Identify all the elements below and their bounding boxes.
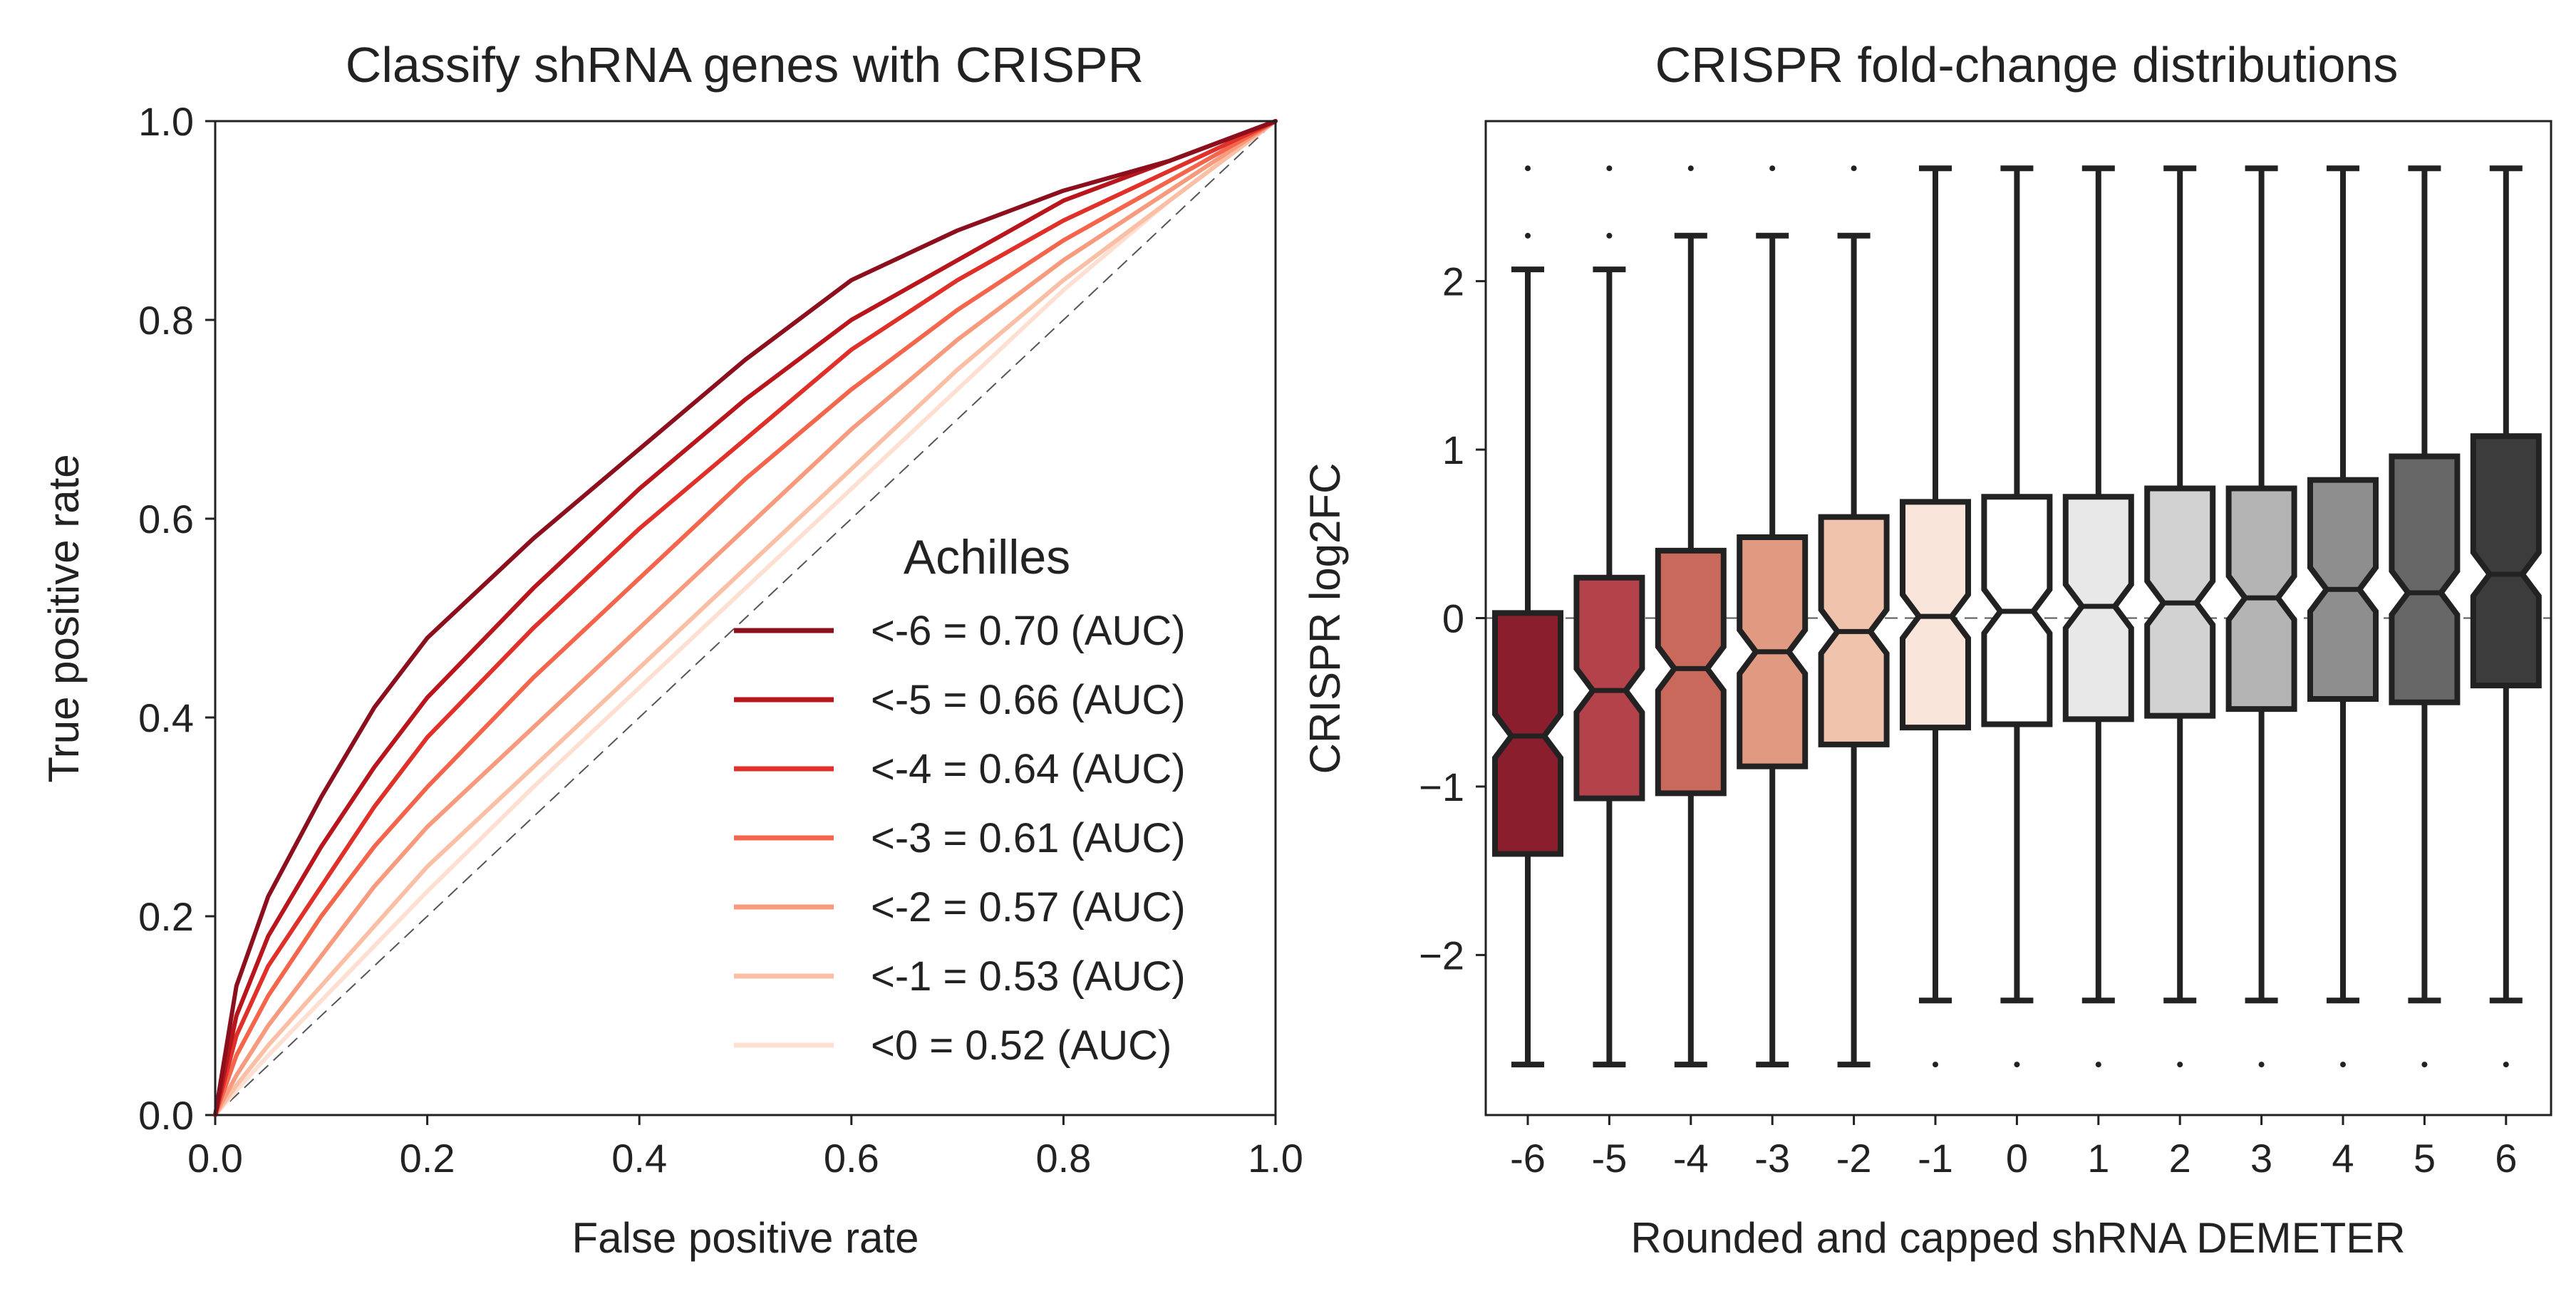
box-flier (1933, 1062, 1938, 1068)
box-6 (2470, 165, 2542, 1068)
box-flier (1525, 232, 1531, 239)
box-body (1655, 547, 1727, 797)
boxplot-chart: CRISPR fold-change distributions −2 −1 0 1 2… (1301, 37, 2552, 1262)
box-flier (2258, 1062, 2265, 1068)
box-flier (1606, 165, 1613, 172)
roc-y-tick-label: 0.6 (138, 497, 194, 541)
roc-series-line (213, 119, 1278, 1117)
box-x-tick-label: -4 (1673, 1136, 1709, 1181)
box--4 (1655, 165, 1727, 1068)
box-x-tick-label: -5 (1592, 1136, 1628, 1181)
box-flier (2177, 1062, 2183, 1068)
legend-title: Achilles (904, 530, 1070, 584)
box-flier (2503, 1062, 2509, 1068)
box-flier (2014, 1062, 2020, 1068)
legend-entry-label: <-3 = 0.61 (AUC) (871, 815, 1186, 861)
box-x-tick-label: 5 (2414, 1136, 2436, 1181)
box-flier (1525, 165, 1531, 172)
box-marks (1492, 165, 2542, 1068)
box-5 (2389, 165, 2461, 1068)
box-flier (1851, 165, 1857, 172)
box-1 (2062, 165, 2134, 1068)
roc-y-tick-label: 0.8 (138, 298, 194, 343)
legend-entry-label: <-6 = 0.70 (AUC) (871, 608, 1186, 654)
box-flier (2421, 1062, 2428, 1068)
box-x-tick-label: 4 (2332, 1136, 2354, 1181)
roc-x-tick-label: 0.4 (611, 1136, 667, 1181)
box-x-tick-label: 1 (2087, 1136, 2109, 1181)
box--1 (1900, 165, 1971, 1068)
box--6 (1492, 165, 1563, 1068)
box-y-tick-label: −2 (1419, 933, 1464, 978)
box-0 (1981, 165, 2053, 1068)
roc-series-line (213, 119, 1278, 1117)
roc-legend: Achilles <-6 = 0.70 (AUC) <-5 = 0.66 (AUC… (734, 530, 1186, 1069)
roc-chart: Classify shRNA genes with CRISPR 0.0 0.2 0… (40, 37, 1303, 1262)
box-y-tick-label: 0 (1442, 596, 1464, 641)
box-axis-ticks: −2 −1 0 1 2 -6 -5 -4 -3 -2 -1 0 1 2 3 4 5 6 (1419, 259, 2517, 1181)
box-plot-frame (1484, 120, 2552, 1116)
roc-x-tick-label: 0.8 (1035, 1136, 1091, 1181)
legend-entry-label: <-4 = 0.64 (AUC) (871, 746, 1186, 792)
roc-x-tick-label: 0.6 (824, 1136, 879, 1181)
legend-entry-label: <-2 = 0.57 (AUC) (871, 884, 1186, 931)
roc-x-axis-label: False positive rate (572, 1214, 919, 1262)
box-4 (2307, 165, 2379, 1068)
box-body (2470, 433, 2542, 689)
box-2 (2144, 165, 2216, 1068)
box-flier (2340, 1062, 2346, 1068)
box-body (1573, 574, 1645, 802)
legend-entry-label: <-1 = 0.53 (AUC) (871, 953, 1186, 1000)
legend-entry-label: <-5 = 0.66 (AUC) (871, 677, 1186, 723)
roc-series-lines (213, 119, 1278, 1117)
roc-series-line (213, 119, 1278, 1117)
box-x-tick-label: 6 (2495, 1136, 2517, 1181)
box-flier (1769, 165, 1776, 172)
box-flier (1687, 165, 1694, 172)
box-x-tick-label: 0 (2006, 1136, 2028, 1181)
roc-title: Classify shRNA genes with CRISPR (346, 37, 1144, 93)
roc-y-tick-label: 0.0 (138, 1093, 194, 1138)
box--3 (1737, 165, 1809, 1068)
box-y-tick-label: −1 (1419, 764, 1464, 809)
roc-series-line (213, 119, 1278, 1117)
roc-y-axis-label: True positive rate (40, 454, 88, 782)
roc-y-tick-label: 0.4 (138, 695, 194, 740)
roc-y-tick-label: 1.0 (138, 99, 194, 144)
box--5 (1573, 165, 1645, 1068)
box-y-tick-label: 1 (1442, 427, 1464, 472)
box-x-tick-label: -3 (1754, 1136, 1790, 1181)
roc-x-tick-label: 1.0 (1248, 1136, 1303, 1181)
roc-y-tick-label: 0.2 (138, 894, 194, 939)
box-x-tick-label: 2 (2169, 1136, 2191, 1181)
roc-axis-ticks: 0.0 0.2 0.4 0.6 0.8 1.0 0.0 0.2 0.4 0.6 0.8 1.0 (138, 99, 1303, 1181)
box-x-tick-label: -2 (1836, 1136, 1872, 1181)
box-x-tick-label: -1 (1918, 1136, 1953, 1181)
box-body (1492, 610, 1563, 857)
box-body (2389, 453, 2461, 705)
roc-diagonal-reference (214, 120, 1276, 1116)
box-x-tick-label: 3 (2250, 1136, 2272, 1181)
box-x-tick-label: -6 (1510, 1136, 1546, 1181)
box--2 (1818, 165, 1890, 1068)
box-y-tick-label: 2 (1442, 259, 1464, 304)
roc-x-tick-label: 0.2 (400, 1136, 455, 1181)
roc-series-line (213, 119, 1278, 1117)
box-flier (1606, 232, 1613, 239)
roc-series-line (213, 119, 1278, 1117)
box-y-axis-label: CRISPR log2FC (1301, 463, 1349, 774)
roc-plot-frame (214, 120, 1277, 1116)
legend-entry-label: <0 = 0.52 (AUC) (871, 1022, 1171, 1069)
box-flier (2095, 1062, 2101, 1068)
box-x-axis-label: Rounded and capped shRNA DEMETER (1630, 1214, 2405, 1262)
roc-series-line (213, 119, 1278, 1117)
box-title: CRISPR fold-change distributions (1655, 37, 2399, 93)
roc-x-tick-label: 0.0 (187, 1136, 243, 1181)
box-3 (2225, 165, 2297, 1068)
